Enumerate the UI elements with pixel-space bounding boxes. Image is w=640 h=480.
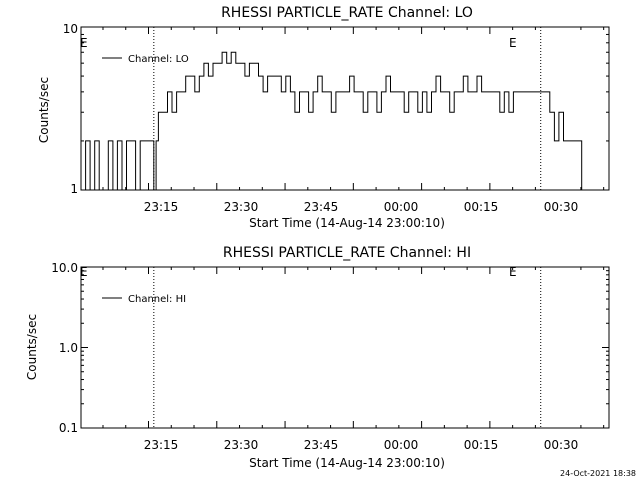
- hi-event-marker: E: [509, 265, 517, 279]
- panel-lo-xticks: 23:15 23:30 23:45 00:00 00:15 00:30: [144, 200, 579, 214]
- lo-event-marker: E: [509, 36, 517, 50]
- hi-xtick-label: 23:15: [144, 438, 179, 452]
- hi-ytick-label: 1.0: [59, 341, 78, 355]
- timestamp: 24-Oct-2021 18:38: [560, 469, 636, 478]
- lo-ytick-label: 1: [70, 182, 78, 196]
- hi-xtick-label: 23:45: [304, 438, 339, 452]
- panel-hi-title: RHESSI PARTICLE_RATE Channel: HI: [223, 245, 471, 261]
- lo-xtick-label: 23:45: [304, 200, 339, 214]
- lo-series-line: [81, 51, 609, 191]
- hi-event-marker: E: [80, 265, 88, 279]
- lo-legend-label: Channel: LO: [128, 54, 189, 65]
- hi-ytick-label: 10.0: [51, 261, 78, 275]
- lo-xtick-label: 00:15: [464, 200, 499, 214]
- hi-xtick-label: 00:30: [544, 438, 579, 452]
- lo-event-marker: E: [80, 36, 88, 50]
- panel-lo-ylabel: Counts/sec: [37, 77, 51, 143]
- panel-lo: RHESSI PARTICLE_RATE Channel: LO Counts/…: [37, 5, 610, 230]
- lo-xtick-label: 23:30: [224, 200, 259, 214]
- panel-hi-event-lines: [153, 267, 610, 428]
- panel-lo-frame: [80, 26, 610, 191]
- lo-xtick-label: 00:00: [384, 200, 419, 214]
- lo-xtick-label: 23:15: [144, 200, 179, 214]
- hi-ytick-label: 0.1: [59, 421, 78, 435]
- panel-hi-xticks: 23:15 23:30 23:45 00:00 00:15 00:30: [144, 438, 579, 452]
- panel-hi-frame: [80, 266, 610, 429]
- lo-ytick-label: 10: [63, 22, 78, 36]
- panel-hi-ylabel: Counts/sec: [25, 314, 39, 380]
- panel-lo-xlabel: Start Time (14-Aug-14 23:00:10): [249, 216, 445, 230]
- hi-legend-label: Channel: HI: [128, 294, 186, 305]
- panel-lo-tick-marks: [81, 27, 609, 191]
- panel-hi-xlabel: Start Time (14-Aug-14 23:00:10): [249, 456, 445, 470]
- panel-hi: RHESSI PARTICLE_RATE Channel: HI Counts/…: [25, 245, 610, 470]
- panel-lo-title: RHESSI PARTICLE_RATE Channel: LO: [221, 5, 473, 21]
- hi-xtick-label: 23:30: [224, 438, 259, 452]
- lo-xtick-label: 00:30: [544, 200, 579, 214]
- panel-hi-tick-marks: [81, 267, 609, 429]
- hi-xtick-label: 00:00: [384, 438, 419, 452]
- hi-xtick-label: 00:15: [464, 438, 499, 452]
